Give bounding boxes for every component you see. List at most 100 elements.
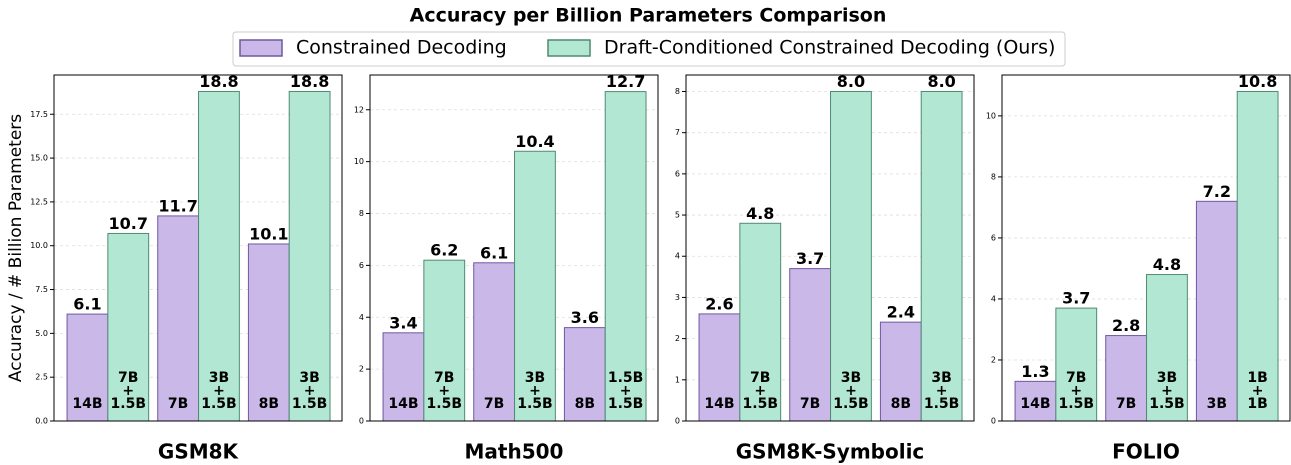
bar-label: 7B bbox=[1116, 396, 1136, 412]
data-label: 10.8 bbox=[1238, 72, 1277, 91]
y-tick-label: 7 bbox=[675, 128, 680, 137]
bar bbox=[1014, 380, 1057, 422]
bar-label: + bbox=[754, 383, 766, 399]
bar-label: 14B bbox=[72, 396, 102, 412]
bar-label: 1.5B bbox=[924, 396, 959, 412]
y-tick-label: 6 bbox=[991, 233, 996, 242]
bar bbox=[879, 321, 922, 422]
bar-label: + bbox=[845, 383, 857, 399]
bar-label: 1B bbox=[1247, 396, 1267, 412]
bar-label: 7B bbox=[800, 396, 820, 412]
bar-label: 7B bbox=[118, 370, 138, 386]
bar-label: 3B bbox=[299, 370, 319, 386]
data-label: 18.8 bbox=[290, 72, 329, 91]
bar-label: 1.5B bbox=[608, 396, 643, 412]
data-label: 3.7 bbox=[1062, 289, 1090, 308]
bar-label: 3B bbox=[841, 370, 861, 386]
bar-label: 7B bbox=[750, 370, 770, 386]
bar bbox=[698, 313, 741, 422]
y-tick-label: 8 bbox=[675, 87, 680, 96]
bar bbox=[66, 313, 109, 422]
y-tick-label: 8 bbox=[991, 172, 996, 181]
bar bbox=[563, 327, 606, 422]
bar-label: + bbox=[936, 383, 948, 399]
plot-frame bbox=[53, 74, 343, 422]
y-tick-label: 0 bbox=[359, 417, 364, 426]
y-tick-label: 2.5 bbox=[35, 373, 48, 382]
bar bbox=[1105, 335, 1148, 422]
subplot-title: Math500 bbox=[465, 440, 564, 464]
y-tick-label: 2 bbox=[359, 365, 364, 374]
bar-label: 7B bbox=[484, 396, 504, 412]
y-tick-label: 10 bbox=[354, 157, 364, 166]
bar-label: 1.5B bbox=[608, 370, 643, 386]
data-label: 7.2 bbox=[1203, 182, 1231, 201]
legend-box bbox=[232, 31, 1066, 67]
bar-label: + bbox=[1070, 383, 1082, 399]
y-tick-label: 2 bbox=[675, 334, 680, 343]
y-tick-label: 5.0 bbox=[35, 329, 48, 338]
plot-frame bbox=[685, 74, 975, 422]
data-label: 3.4 bbox=[389, 313, 417, 332]
bar-label: 1.5B bbox=[743, 396, 778, 412]
bar bbox=[247, 243, 290, 422]
bar-label: 7B bbox=[434, 370, 454, 386]
y-tick-label: 3 bbox=[675, 293, 680, 302]
bar bbox=[1236, 90, 1279, 422]
y-tick-label: 4 bbox=[675, 252, 680, 261]
data-label: 18.8 bbox=[199, 72, 238, 91]
bar-label: 1.5B bbox=[427, 396, 462, 412]
subplot-title: GSM8K-Symbolic bbox=[736, 440, 925, 464]
y-tick-label: 10.0 bbox=[30, 241, 48, 250]
bar bbox=[198, 90, 240, 422]
bar bbox=[423, 259, 466, 422]
bar-label: 1.5B bbox=[292, 396, 327, 412]
y-axis-label: Accuracy / # Billion Parameters bbox=[6, 114, 26, 382]
data-label: 1.3 bbox=[1021, 362, 1049, 381]
plot-frame bbox=[369, 74, 659, 422]
bar-label: 7B bbox=[168, 396, 188, 412]
data-label: 2.4 bbox=[887, 303, 915, 322]
bar bbox=[830, 90, 872, 422]
bar bbox=[514, 150, 556, 422]
bar-label: 3B bbox=[525, 370, 545, 386]
bar bbox=[473, 262, 516, 422]
bar bbox=[920, 90, 963, 422]
subplot-title: GSM8K bbox=[158, 440, 240, 464]
y-tick-label: 15.0 bbox=[30, 154, 48, 163]
plot-frame bbox=[1001, 74, 1291, 422]
bar-label: 8B bbox=[259, 396, 279, 412]
data-label: 10.7 bbox=[109, 214, 148, 233]
legend-swatch bbox=[239, 39, 283, 57]
bar-label: 3B bbox=[1157, 370, 1177, 386]
bar bbox=[739, 222, 782, 422]
bar-label: + bbox=[1252, 383, 1264, 399]
y-tick-label: 6 bbox=[675, 169, 680, 178]
bar-label: 3B bbox=[931, 370, 951, 386]
y-tick-label: 17.5 bbox=[30, 110, 48, 119]
bar-label: + bbox=[304, 383, 316, 399]
y-tick-label: 7.5 bbox=[35, 285, 48, 294]
bar-label: 3B bbox=[209, 370, 229, 386]
data-label: 11.7 bbox=[158, 196, 197, 215]
data-label: 6.2 bbox=[430, 241, 458, 260]
data-label: 8.0 bbox=[837, 72, 865, 91]
y-tick-label: 6 bbox=[359, 261, 364, 270]
legend-label: Constrained Decoding bbox=[296, 37, 507, 59]
data-label: 6.1 bbox=[73, 295, 101, 314]
bar-label: 1.5B bbox=[517, 396, 552, 412]
data-label: 12.7 bbox=[606, 72, 645, 91]
subplot-title: FOLIO bbox=[1112, 440, 1180, 464]
data-label: 4.8 bbox=[1153, 255, 1181, 274]
bar-label: 1.5B bbox=[111, 396, 146, 412]
bar bbox=[157, 215, 200, 422]
bar bbox=[382, 332, 425, 422]
bar-label: + bbox=[1161, 383, 1173, 399]
bar-label: 3B bbox=[1207, 396, 1227, 412]
bar-label: + bbox=[529, 383, 541, 399]
bar-label: + bbox=[213, 383, 225, 399]
y-tick-label: 5 bbox=[675, 211, 680, 220]
y-tick-label: 1 bbox=[675, 375, 680, 384]
bar-label: 1.5B bbox=[833, 396, 868, 412]
